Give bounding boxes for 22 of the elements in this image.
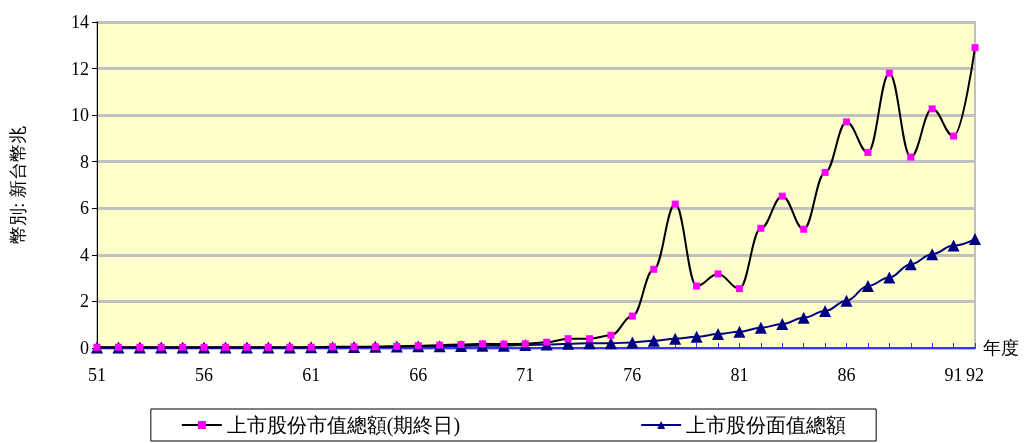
x-axis-title: 年度 bbox=[983, 338, 1019, 358]
y-tick-label: 10 bbox=[71, 105, 89, 126]
x-tick-label: 81 bbox=[730, 365, 749, 385]
y-tick-label: 12 bbox=[71, 58, 89, 79]
x-tick-label: 61 bbox=[302, 365, 321, 385]
legend-label: 上市股份面值總額 bbox=[686, 414, 847, 436]
x-tick-label: 56 bbox=[195, 365, 214, 385]
y-tick-label: 4 bbox=[80, 244, 89, 265]
x-tick-label: 76 bbox=[623, 365, 642, 385]
legend-label: 上市股份市值總額(期終日) bbox=[226, 414, 461, 437]
y-axis-title: 幣別: 新台幣兆 bbox=[8, 126, 28, 244]
x-tick-label: 92 bbox=[966, 365, 984, 385]
y-tick-label: 14 bbox=[71, 12, 89, 32]
y-tick-label: 2 bbox=[80, 291, 89, 312]
x-tick-label: 51 bbox=[88, 365, 106, 385]
x-tick-label: 66 bbox=[409, 365, 428, 385]
x-tick-label: 71 bbox=[516, 365, 535, 385]
y-tick-label: 6 bbox=[80, 198, 89, 219]
y-tick-label: 0 bbox=[80, 338, 89, 358]
x-tick-label: 86 bbox=[837, 365, 856, 385]
x-tick-label: 91 bbox=[944, 365, 963, 385]
y-tick-label: 8 bbox=[80, 151, 89, 172]
